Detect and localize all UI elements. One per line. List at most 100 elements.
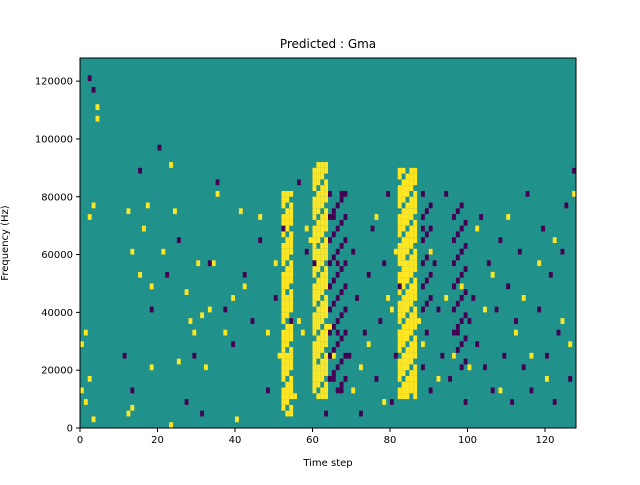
- heatmap-cell-high: [83, 399, 88, 405]
- heatmap-cell-low: [331, 208, 336, 215]
- heatmap-cell-low: [428, 271, 433, 278]
- heatmap-cell-high: [308, 237, 313, 243]
- heatmap-cell-low: [475, 341, 480, 348]
- heatmap-cell-low: [455, 277, 460, 284]
- heatmap-cell-high: [316, 393, 321, 400]
- heatmap-cell-low: [452, 237, 456, 243]
- heatmap-cell-high: [320, 173, 325, 180]
- heatmap-cell-low: [452, 283, 456, 290]
- heatmap-cell-high: [545, 375, 549, 382]
- heatmap-cell-low: [428, 295, 433, 301]
- heatmap-cell-high: [324, 295, 329, 301]
- heatmap-cell-high: [413, 237, 418, 243]
- heatmap-cell-low: [444, 190, 449, 197]
- heatmap-cell-high: [405, 208, 410, 215]
- heatmap-cell-high: [312, 341, 317, 348]
- heatmap-cell-high: [397, 260, 402, 267]
- heatmap-cell-high: [405, 277, 410, 284]
- heatmap-cell-low: [200, 410, 205, 417]
- heatmap-cell-high: [320, 335, 325, 342]
- heatmap-cell-high: [300, 329, 305, 336]
- heatmap-cell-high: [409, 185, 414, 191]
- heatmap-cell-high: [312, 283, 317, 290]
- heatmap-cell-low: [455, 254, 460, 261]
- heatmap-cell-high: [285, 295, 290, 301]
- heatmap-cell-high: [405, 300, 410, 307]
- heatmap-cell-low: [335, 271, 340, 278]
- heatmap-cell-high: [312, 202, 317, 209]
- heatmap-cell-low: [343, 375, 348, 382]
- heatmap-cell-low: [421, 225, 425, 232]
- heatmap-cell-low: [421, 283, 425, 290]
- heatmap-cell-high: [324, 248, 329, 255]
- heatmap-cell-high: [312, 370, 317, 376]
- heatmap-cell-low: [424, 254, 429, 261]
- heatmap-cell-high: [324, 341, 329, 348]
- heatmap-cell-high: [285, 243, 290, 249]
- heatmap-cell-high: [200, 312, 205, 319]
- heatmap-cell-high: [324, 254, 329, 261]
- heatmap-cell-high: [316, 283, 321, 290]
- heatmap-cell-low: [328, 352, 332, 359]
- heatmap-cell-high: [409, 208, 414, 215]
- heatmap-cell-low: [440, 352, 445, 359]
- heatmap-cell-low: [552, 399, 557, 405]
- heatmap-cell-high: [413, 306, 418, 313]
- heatmap-cell-high: [397, 167, 402, 174]
- heatmap-cell-low: [424, 277, 429, 284]
- heatmap-cell-low: [339, 219, 344, 226]
- heatmap-cell-low: [339, 289, 344, 296]
- heatmap-cell-low: [421, 190, 425, 197]
- heatmap-cell-high: [397, 300, 402, 307]
- heatmap-cell-high: [320, 300, 325, 307]
- heatmap-cell-high: [80, 341, 84, 348]
- heatmap-cell-high: [413, 179, 418, 186]
- heatmap-cell-high: [289, 289, 294, 296]
- heatmap-cell-low: [328, 283, 332, 290]
- plot-frame: [79, 57, 577, 429]
- heatmap-cell-high: [312, 387, 317, 394]
- heatmap-cell-high: [281, 248, 286, 255]
- heatmap-cell-low: [548, 271, 553, 278]
- heatmap-cell-high: [397, 173, 402, 180]
- heatmap-cell-high: [409, 370, 414, 376]
- heatmap-cell-high: [285, 225, 290, 232]
- heatmap-cell-high: [401, 352, 406, 359]
- heatmap-cell-high: [320, 329, 325, 336]
- heatmap-cell-high: [312, 254, 317, 261]
- heatmap-cell-low: [335, 202, 340, 209]
- heatmap-cell-low: [138, 167, 143, 174]
- heatmap-cell-high: [285, 399, 290, 405]
- heatmap-cell-high: [285, 370, 290, 376]
- heatmap-cell-high: [316, 225, 321, 232]
- heatmap-cell-low: [343, 352, 348, 359]
- heatmap-cell-high: [401, 381, 406, 388]
- heatmap-cell-high: [316, 277, 321, 284]
- heatmap-cell-high: [316, 237, 321, 243]
- heatmap-cell-low: [455, 323, 460, 330]
- heatmap-cell-high: [324, 364, 329, 371]
- heatmap-cell-high: [413, 381, 418, 388]
- heatmap-cell-high: [312, 214, 317, 220]
- heatmap-cell-high: [320, 341, 325, 348]
- heatmap-cell-high: [285, 219, 290, 226]
- heatmap-cell-high: [521, 295, 526, 301]
- heatmap-cell-high: [324, 300, 329, 307]
- heatmap-cell-high: [169, 422, 174, 428]
- heatmap-cell-high: [289, 300, 294, 307]
- heatmap-cell-high: [413, 312, 418, 319]
- heatmap-cell-low: [343, 329, 348, 336]
- heatmap-cell-low: [343, 190, 348, 197]
- heatmap-cell-high: [145, 202, 150, 209]
- heatmap-cell-high: [324, 283, 329, 290]
- heatmap-cell-high: [316, 352, 321, 359]
- heatmap-cell-high: [397, 358, 402, 365]
- heatmap-cell-high: [285, 341, 290, 348]
- heatmap-cell-high: [320, 248, 325, 255]
- heatmap-cell-high: [324, 266, 329, 272]
- heatmap-cell-high: [328, 323, 332, 330]
- heatmap-cell-low: [463, 335, 468, 342]
- heatmap-cell-high: [149, 283, 154, 290]
- heatmap-cell-high: [215, 190, 220, 197]
- heatmap-cell-high: [320, 254, 325, 261]
